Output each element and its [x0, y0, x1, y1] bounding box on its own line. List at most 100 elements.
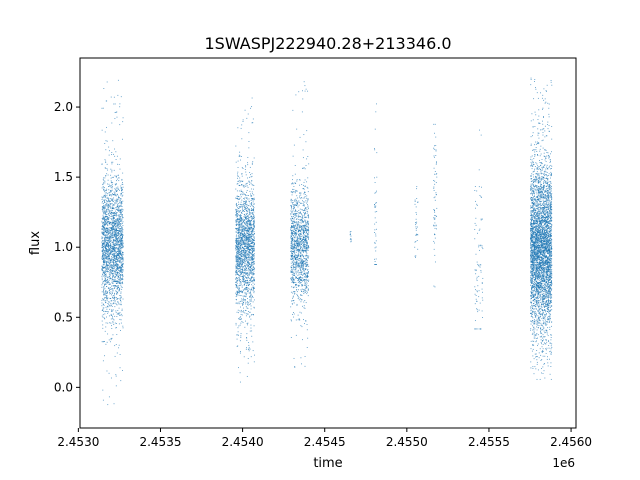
data-point — [240, 225, 242, 227]
data-point — [239, 287, 240, 289]
data-point — [244, 237, 246, 238]
data-point — [102, 249, 104, 251]
data-point — [236, 224, 237, 225]
data-point — [245, 221, 247, 223]
data-point — [103, 233, 105, 235]
data-point — [120, 237, 122, 239]
data-point — [307, 177, 309, 179]
data-point — [104, 224, 106, 225]
data-point — [236, 294, 238, 296]
data-point — [242, 206, 243, 208]
data-point — [295, 256, 297, 258]
data-point — [240, 290, 242, 292]
data-point — [235, 248, 237, 250]
data-point — [111, 235, 113, 236]
data-point — [235, 266, 237, 268]
data-point — [242, 229, 244, 230]
data-point — [103, 209, 105, 211]
data-point — [250, 218, 252, 220]
data-point — [237, 334, 239, 336]
data-point — [108, 372, 110, 374]
data-point — [307, 276, 309, 277]
data-point — [115, 248, 117, 250]
data-point — [109, 237, 111, 239]
data-point — [253, 280, 255, 282]
data-point — [107, 281, 108, 283]
data-point — [110, 318, 112, 320]
data-point — [104, 241, 106, 243]
data-point — [244, 264, 246, 266]
data-point — [117, 224, 119, 226]
data-point — [112, 217, 114, 219]
data-point — [240, 201, 242, 203]
data-point — [291, 254, 293, 256]
data-point — [250, 227, 252, 229]
data-point — [107, 254, 109, 256]
data-point — [241, 237, 242, 239]
data-point — [116, 244, 118, 246]
data-point — [244, 312, 246, 314]
data-point — [292, 291, 294, 293]
data-point — [115, 269, 117, 271]
data-point — [250, 252, 252, 254]
data-point — [247, 289, 248, 291]
data-point — [251, 239, 253, 241]
data-point — [241, 262, 243, 264]
data-point — [237, 303, 239, 305]
data-point — [303, 245, 305, 247]
data-point — [299, 224, 301, 226]
data-point — [121, 286, 123, 288]
data-point — [106, 261, 108, 263]
data-point — [115, 256, 117, 257]
data-point — [112, 251, 114, 253]
data-point — [112, 275, 114, 277]
data-point — [253, 223, 255, 225]
data-point — [292, 248, 294, 250]
data-point — [104, 259, 106, 261]
data-point — [118, 251, 120, 253]
data-point — [111, 234, 113, 236]
data-point — [242, 180, 244, 182]
data-point — [112, 296, 114, 298]
data-point — [250, 327, 252, 329]
data-point — [122, 298, 124, 300]
data-point — [294, 266, 296, 268]
data-point — [118, 272, 120, 273]
data-point — [305, 236, 307, 238]
data-point — [236, 256, 237, 258]
data-point — [108, 203, 110, 205]
data-point — [237, 260, 239, 261]
data-point — [302, 242, 304, 244]
data-point — [296, 265, 297, 267]
data-point — [245, 296, 247, 298]
data-point — [239, 248, 240, 250]
data-point — [300, 244, 302, 246]
data-point — [244, 269, 246, 271]
data-point — [297, 246, 299, 248]
data-point — [118, 197, 120, 198]
data-point — [102, 282, 104, 284]
data-point — [242, 229, 244, 231]
data-point — [111, 280, 113, 282]
data-point — [106, 188, 108, 190]
data-point — [104, 284, 106, 286]
data-point — [248, 209, 250, 211]
data-point — [244, 283, 245, 285]
data-point — [111, 294, 112, 296]
data-point — [244, 253, 246, 255]
data-point — [304, 246, 306, 247]
data-point — [239, 220, 241, 222]
data-point — [105, 199, 107, 201]
data-point — [236, 210, 238, 212]
data-point — [106, 295, 108, 297]
data-point — [238, 255, 239, 257]
data-point — [239, 316, 241, 318]
data-point — [250, 245, 251, 247]
data-point — [106, 296, 108, 298]
data-point — [115, 195, 117, 197]
data-point — [121, 257, 123, 259]
data-point — [235, 278, 237, 280]
data-point — [101, 279, 103, 281]
data-point — [245, 240, 247, 242]
data-point — [245, 268, 247, 270]
